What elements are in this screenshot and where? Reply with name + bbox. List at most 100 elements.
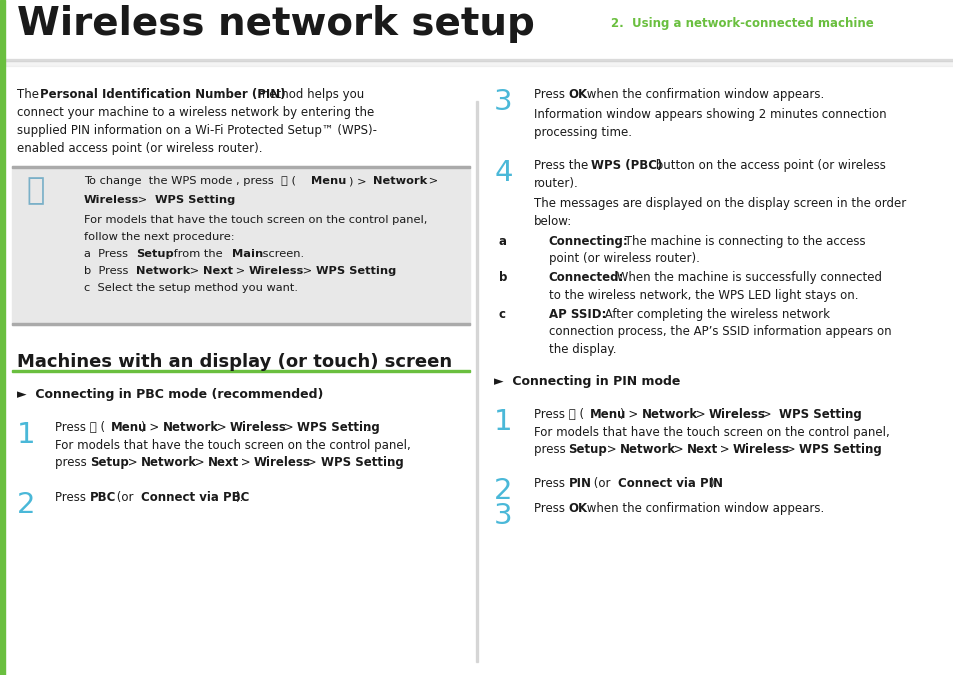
Text: Network: Network — [641, 408, 698, 421]
Text: >: > — [232, 266, 249, 276]
Text: Information window appears showing 2 minutes connection: Information window appears showing 2 min… — [534, 108, 886, 121]
Text: >: > — [213, 421, 230, 433]
Text: Network: Network — [163, 421, 219, 433]
Text: .: . — [384, 266, 388, 276]
Text: WPS Setting: WPS Setting — [296, 421, 379, 433]
Text: >: > — [124, 456, 141, 468]
Text: Next: Next — [686, 443, 718, 456]
Text: .: . — [867, 443, 871, 456]
Text: ) >: ) > — [141, 421, 163, 433]
Text: >: > — [236, 456, 253, 468]
Text: Setup: Setup — [90, 456, 129, 468]
Text: screen.: screen. — [258, 249, 303, 259]
Text: below:: below: — [534, 215, 572, 227]
Text: Setup: Setup — [136, 249, 174, 259]
Text: b  Press: b Press — [84, 266, 132, 276]
Text: OK: OK — [568, 502, 587, 515]
Text: 4: 4 — [494, 159, 512, 187]
Text: (or: (or — [112, 491, 136, 504]
Text: The messages are displayed on the display screen in the order: The messages are displayed on the displa… — [534, 197, 905, 210]
Text: Main: Main — [232, 249, 263, 259]
Text: point (or wireless router).: point (or wireless router). — [548, 252, 699, 265]
Text: Next: Next — [203, 266, 233, 276]
Text: 1: 1 — [17, 421, 36, 448]
Text: ).: ). — [708, 477, 717, 489]
Text: >: > — [133, 195, 153, 205]
Text: Connect via PBC: Connect via PBC — [141, 491, 250, 504]
Text: 2: 2 — [17, 491, 35, 518]
Text: .: . — [389, 456, 393, 468]
Text: Menu: Menu — [111, 421, 147, 433]
Text: Setup: Setup — [568, 443, 607, 456]
Text: WPS Setting: WPS Setting — [315, 266, 395, 276]
Text: Wireless: Wireless — [84, 195, 139, 205]
Text: the display.: the display. — [548, 343, 616, 356]
Text: PBC: PBC — [90, 491, 116, 504]
Text: c  Select the setup method you want.: c Select the setup method you want. — [84, 283, 297, 293]
Text: The machine is connecting to the access: The machine is connecting to the access — [620, 235, 864, 248]
Text: >: > — [602, 443, 619, 456]
Text: ►  Connecting in PBC mode (recommended): ► Connecting in PBC mode (recommended) — [17, 388, 323, 401]
Text: Menu: Menu — [589, 408, 625, 421]
Text: For models that have the touch screen on the control panel,: For models that have the touch screen on… — [534, 426, 889, 439]
Text: Press: Press — [55, 491, 90, 504]
Text: 34: 34 — [900, 20, 925, 38]
Text: Connected:: Connected: — [548, 271, 623, 284]
Text: >: > — [279, 421, 296, 433]
Text: c: c — [498, 308, 505, 321]
Text: processing time.: processing time. — [534, 126, 632, 138]
Text: Wireless network setup: Wireless network setup — [17, 5, 535, 43]
Text: >: > — [191, 456, 208, 468]
Text: The: The — [17, 88, 43, 101]
Text: method helps you: method helps you — [253, 88, 364, 101]
Text: button on the access point (or wireless: button on the access point (or wireless — [651, 159, 884, 172]
Text: Connect via PIN: Connect via PIN — [618, 477, 722, 489]
Text: Wireless: Wireless — [732, 443, 789, 456]
Text: press: press — [534, 443, 569, 456]
Text: Network: Network — [619, 443, 676, 456]
Text: router).: router). — [534, 177, 578, 190]
Text: AP SSID:: AP SSID: — [548, 308, 605, 321]
Text: ).: ). — [234, 491, 243, 504]
Text: WPS Setting: WPS Setting — [779, 408, 862, 421]
Text: enabled access point (or wireless router).: enabled access point (or wireless router… — [17, 142, 262, 155]
Circle shape — [882, 1, 943, 56]
Text: Wireless: Wireless — [230, 421, 287, 433]
Text: a: a — [498, 235, 506, 248]
Text: ►  Connecting in PIN mode: ► Connecting in PIN mode — [494, 375, 679, 388]
Text: >: > — [781, 443, 799, 456]
Text: To change  the WPS mode , press  ⎙ (: To change the WPS mode , press ⎙ ( — [84, 176, 295, 186]
Text: ) >: ) > — [619, 408, 641, 421]
Text: .: . — [365, 421, 369, 433]
Text: Next: Next — [208, 456, 239, 468]
Text: 1: 1 — [494, 408, 513, 435]
Text: press: press — [55, 456, 91, 468]
Text: When the machine is successfully connected: When the machine is successfully connect… — [613, 271, 882, 284]
Text: Machines with an display (or touch) screen: Machines with an display (or touch) scre… — [17, 353, 452, 371]
Text: Press: Press — [534, 502, 568, 515]
Text: supplied PIN information on a Wi-Fi Protected Setup™ (WPS)-: supplied PIN information on a Wi-Fi Prot… — [17, 124, 376, 137]
Text: Network: Network — [373, 176, 427, 186]
Text: a  Press: a Press — [84, 249, 132, 259]
Text: WPS (PBC): WPS (PBC) — [591, 159, 662, 172]
Text: >: > — [298, 266, 315, 276]
Text: Press: Press — [534, 477, 568, 489]
Text: connect your machine to a wireless network by entering the: connect your machine to a wireless netwo… — [17, 106, 374, 119]
Text: After completing the wireless network: After completing the wireless network — [600, 308, 829, 321]
Text: to the wireless network, the WPS LED light stays on.: to the wireless network, the WPS LED lig… — [548, 289, 857, 302]
Text: >: > — [691, 408, 708, 421]
Text: .: . — [847, 408, 851, 421]
Text: Personal Identification Number (PIN): Personal Identification Number (PIN) — [40, 88, 285, 101]
Text: (or: (or — [589, 477, 613, 489]
Text: Menu: Menu — [311, 176, 346, 186]
Text: WPS Setting: WPS Setting — [320, 456, 403, 468]
Text: PIN: PIN — [568, 477, 591, 489]
Text: >: > — [186, 266, 203, 276]
Text: Wireless: Wireless — [708, 408, 765, 421]
Text: WPS Setting: WPS Setting — [799, 443, 882, 456]
Text: Wireless: Wireless — [253, 456, 311, 468]
Text: follow the next procedure:: follow the next procedure: — [84, 232, 234, 242]
Text: ) >: ) > — [349, 176, 370, 186]
Text: 3: 3 — [494, 88, 513, 115]
Text: Press: Press — [534, 88, 568, 101]
